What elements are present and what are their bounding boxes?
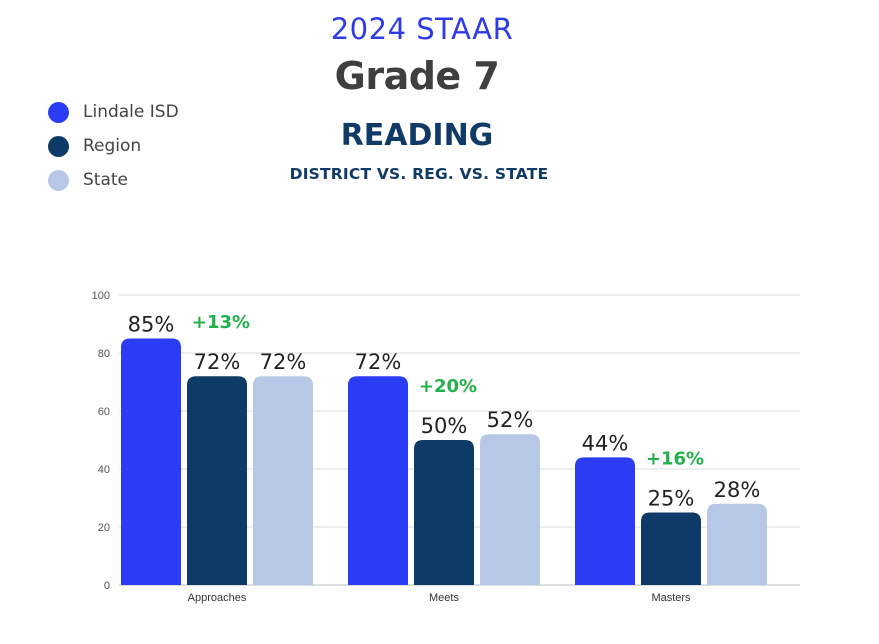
difference-annotation: +13% [192, 312, 250, 333]
chart-subtitle: DISTRICT VS. REG. VS. STATE [289, 165, 549, 183]
legend-label-lindale-isd: Lindale ISD [83, 102, 179, 122]
x-category-label: Masters [651, 592, 691, 604]
bar-region-approaches [187, 376, 247, 585]
y-tick-label: 0 [104, 580, 110, 592]
x-category-label: Approaches [188, 592, 247, 604]
chart-legend: Lindale ISD Region State [48, 95, 179, 197]
legend-item-region: Region [48, 129, 179, 163]
y-tick-label: 100 [92, 290, 110, 302]
legend-item-state: State [48, 163, 179, 197]
difference-annotation: +16% [646, 449, 704, 470]
bar-lindale-isd-approaches [121, 338, 181, 585]
y-tick-label: 60 [98, 406, 110, 418]
bar-region-masters [641, 512, 701, 585]
chart-title-subject: READING [340, 118, 494, 153]
bar-state-masters [707, 503, 767, 585]
data-label: 25% [648, 487, 695, 511]
bar-lindale-isd-masters [575, 457, 635, 585]
y-tick-label: 80 [98, 348, 110, 360]
bar-state-meets [480, 434, 540, 585]
difference-annotation: +20% [419, 376, 477, 397]
legend-swatch-state [48, 169, 69, 191]
legend-item-lindale-isd: Lindale ISD [48, 95, 179, 129]
data-label: 28% [714, 478, 761, 502]
chart-title-grade: Grade 7 [334, 54, 500, 98]
data-label: 52% [487, 408, 534, 432]
chart-title-year: 2024 STAAR [330, 12, 514, 46]
data-label: 85% [128, 313, 175, 337]
y-tick-label: 40 [98, 464, 110, 476]
bar-lindale-isd-meets [348, 376, 408, 585]
data-label: 72% [194, 350, 241, 374]
bar-state-approaches [253, 376, 313, 585]
legend-swatch-region [48, 135, 69, 157]
x-category-label: Meets [429, 592, 459, 604]
legend-label-state: State [83, 170, 128, 190]
data-label: 72% [355, 350, 402, 374]
data-label: 50% [421, 414, 468, 438]
data-label: 44% [582, 431, 629, 455]
y-tick-label: 20 [98, 522, 110, 534]
data-label: 72% [260, 350, 307, 374]
legend-label-region: Region [83, 136, 142, 156]
bar-region-meets [414, 440, 474, 585]
legend-swatch-lindale-isd [48, 101, 69, 123]
